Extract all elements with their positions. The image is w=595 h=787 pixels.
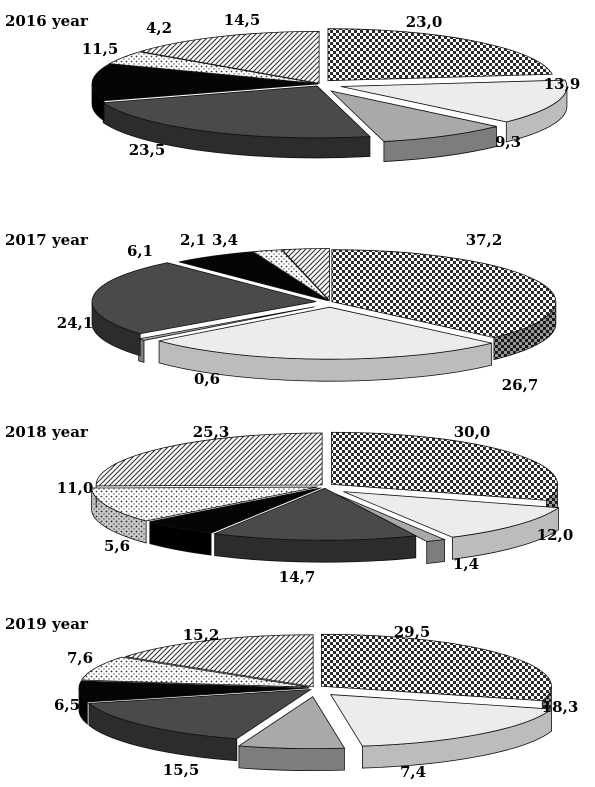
data-label: 7,4 <box>400 763 426 781</box>
data-label: 14,7 <box>279 568 316 586</box>
data-label: 13,9 <box>544 75 581 93</box>
data-label: 23,5 <box>129 141 166 159</box>
data-label: 5,6 <box>104 537 130 555</box>
pie-chart-3: 2018 year 30,0 12,0 1,4 14,7 5,6 11,0 25,3 <box>5 423 573 586</box>
data-label: 14,5 <box>224 11 261 29</box>
data-label: 4,2 <box>146 19 172 37</box>
data-label: 6,5 <box>54 696 80 714</box>
pie-slice <box>321 634 551 701</box>
data-label: 3,4 <box>212 231 238 249</box>
data-label: 24,1 <box>57 314 94 332</box>
chart-title: 2016 year <box>5 12 89 30</box>
data-label: 6,1 <box>127 242 153 260</box>
data-label: 18,3 <box>542 698 579 716</box>
data-label: 23,0 <box>406 13 443 31</box>
data-label: 30,0 <box>454 423 491 441</box>
data-label: 15,5 <box>163 761 200 779</box>
data-label: 9,3 <box>495 133 521 151</box>
pie-chart-2: 2017 year 37,2 26,7 0,6 24,1 6,1 2,1 3,4 <box>5 231 556 394</box>
data-label: 25,3 <box>193 423 230 441</box>
data-label: 11,0 <box>57 479 94 497</box>
data-label: 11,5 <box>82 40 119 58</box>
data-label: 15,2 <box>183 626 220 644</box>
data-label: 12,0 <box>537 526 574 544</box>
chart-title: 2017 year <box>5 231 89 249</box>
chart-title: 2018 year <box>5 423 89 441</box>
pie-slice-side <box>427 539 445 563</box>
data-label: 7,6 <box>67 649 93 667</box>
data-label: 26,7 <box>502 376 539 394</box>
data-label: 29,5 <box>394 623 431 641</box>
pie-slice <box>328 29 552 81</box>
pie-slice-side <box>239 746 345 771</box>
data-label: 2,1 <box>180 231 206 249</box>
data-label: 0,6 <box>194 370 220 388</box>
data-label: 1,4 <box>453 555 479 573</box>
pie-slice <box>331 432 557 500</box>
pie-chart-4: 2019 year 29,5 18,3 7,4 15,5 6,5 7,6 15,2 <box>5 615 578 781</box>
chart-title: 2019 year <box>5 615 89 633</box>
data-label: 37,2 <box>466 231 503 249</box>
pie-chart-1: 2016 year 23,0 13,9 9,3 23,5 11,5 4,2 14,5 <box>5 11 580 162</box>
